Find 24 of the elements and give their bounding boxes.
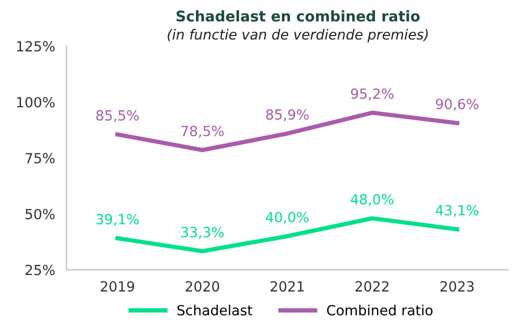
data-label: 33,3% xyxy=(181,226,224,239)
legend-label: Combined ratio xyxy=(327,304,433,316)
y-tick-label: 75% xyxy=(26,152,55,164)
data-label: 40,0% xyxy=(266,212,309,224)
data-label: 90,6% xyxy=(436,98,478,111)
y-tick-label: 100% xyxy=(17,96,55,108)
data-label: 43,1% xyxy=(436,204,478,217)
x-tick-label: 2020 xyxy=(186,281,220,292)
data-label: 95,2% xyxy=(351,88,394,100)
data-label: 85,5% xyxy=(96,110,139,122)
x-tick-label: 2021 xyxy=(270,281,304,292)
x-tick-label: 2023 xyxy=(440,281,474,292)
x-tick-label: 2019 xyxy=(100,281,134,292)
y-tick-label: 50% xyxy=(26,208,55,220)
chart-subtitle: (in functie van de verdiende premies) xyxy=(168,28,428,42)
data-label: 39,1% xyxy=(96,214,139,226)
chart-title: Schadelast en combined ratio xyxy=(176,10,420,22)
y-tick-label: 25% xyxy=(26,264,55,276)
data-label: 48,0% xyxy=(350,194,394,206)
legend-label: Schadelast xyxy=(177,304,252,316)
x-tick-label: 2022 xyxy=(356,281,388,292)
data-label: 85,9% xyxy=(266,109,309,122)
data-label: 78,5% xyxy=(181,126,224,138)
y-tick-label: 125% xyxy=(17,41,55,52)
